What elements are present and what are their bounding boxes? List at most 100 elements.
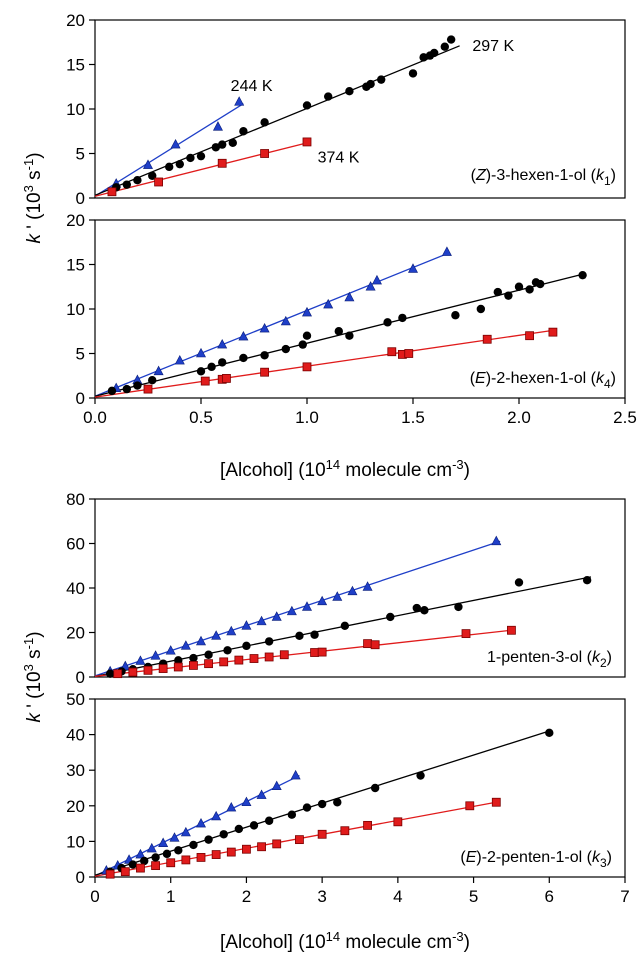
fit-line-244K: [94, 252, 450, 397]
x-tick-label: 2: [242, 887, 251, 906]
temperature-label: 244 K: [231, 78, 273, 95]
x-tick-label: 1.0: [295, 408, 319, 427]
data-point-297K: [408, 69, 418, 78]
y-tick-label: 80: [66, 490, 85, 509]
x-tick-label: 5: [469, 887, 478, 906]
data-point-297K: [133, 176, 142, 185]
panel-E-2-hexen-1-ol: 0 5 10 15 20 0.0 0.5 1.0 1.5 2.0 2.5 (E)-2-hexen-1-…: [66, 211, 637, 427]
y-tick-label: 0: [76, 668, 85, 687]
data-point-297K: [218, 140, 227, 149]
data-point-374K: [226, 847, 236, 857]
data-point-244K: [271, 611, 282, 621]
data-point-244K: [441, 246, 452, 256]
data-point-374K: [370, 640, 380, 650]
data-point-297K: [174, 656, 183, 665]
data-point-297K: [504, 291, 513, 300]
x-tick-label: 0.0: [83, 408, 107, 427]
data-point-244K: [408, 263, 418, 273]
data-point-297K: [366, 79, 375, 89]
data-point-374K: [113, 669, 123, 679]
fit-line-244K: [94, 103, 244, 197]
data-point-374K: [158, 664, 168, 673]
data-point-297K: [345, 331, 354, 340]
data-point-374K: [317, 829, 327, 839]
data-point-297K: [234, 824, 244, 834]
data-point-244K: [241, 796, 252, 807]
y-tick-label: 15: [66, 56, 85, 75]
data-point-297K: [264, 637, 274, 646]
x-tick-label: 1.5: [401, 408, 425, 427]
data-point-374K: [143, 384, 153, 394]
data-point-244K: [196, 635, 206, 646]
y-tick-label: 40: [66, 726, 85, 745]
panel-E-2-penten-1-ol: 0 10 20 30 40 50 0 1 2 3 4 5 6 7 (E)-2-penten-1-ol (k3…: [66, 690, 630, 906]
fit-line-297K: [94, 45, 460, 196]
y-tick-label: 5: [76, 345, 85, 364]
compound-label: (Z)-3-hexen-1-ol (k1): [471, 167, 616, 188]
data-point-297K: [204, 650, 213, 659]
y-tick-label: 60: [66, 535, 85, 554]
data-point-244K: [146, 842, 157, 853]
temperature-label: 297 K: [472, 38, 514, 55]
data-point-374K: [196, 853, 206, 862]
data-point-374K: [272, 839, 282, 849]
data-point-297K: [249, 821, 259, 830]
x-tick-label: 4: [393, 887, 402, 906]
data-point-244K: [196, 817, 206, 828]
data-point-297K: [454, 602, 463, 612]
data-point-297K: [105, 669, 115, 678]
data-point-244K: [323, 298, 334, 309]
data-point-374K: [482, 334, 492, 344]
plot-frame: [94, 698, 626, 878]
data-point-297K: [514, 578, 524, 587]
y-axis-title-bottom: k ' (103 s-1): [21, 631, 45, 722]
data-point-297K: [298, 340, 307, 349]
data-point-374K: [204, 659, 213, 669]
data-point-297K: [211, 143, 221, 152]
data-point-244K: [347, 585, 358, 596]
data-point-374K: [242, 844, 251, 854]
compound-label: (E)-2-hexen-1-ol (k4): [470, 370, 616, 391]
data-point-244K: [153, 365, 164, 376]
data-point-297K: [122, 384, 131, 394]
y-axis-title-top: k ' (103 s-1): [21, 152, 45, 243]
compound-label: 1-penten-3-ol (k2): [487, 649, 612, 670]
data-point-374K: [200, 376, 210, 386]
data-point-297K: [317, 799, 327, 809]
data-point-297K: [122, 180, 131, 189]
data-point-374K: [363, 820, 372, 830]
y-tick-label: 40: [66, 579, 85, 598]
data-point-374K: [151, 861, 160, 871]
data-point-244K: [174, 354, 185, 365]
data-point-297K: [420, 606, 429, 615]
y-tick-label: 0: [76, 868, 85, 887]
data-point-374K: [219, 657, 229, 667]
data-point-244K: [317, 595, 328, 606]
fit-line-374K: [94, 329, 554, 398]
data-point-374K: [548, 327, 558, 337]
data-point-374K: [189, 661, 198, 670]
data-point-297K: [162, 849, 172, 859]
data-point-374K: [166, 858, 176, 868]
data-point-244K: [256, 789, 267, 799]
data-point-244K: [241, 620, 252, 630]
data-point-374K: [525, 331, 534, 341]
data-point-374K: [211, 850, 221, 859]
data-point-297K: [398, 313, 407, 323]
data-point-297K: [514, 282, 524, 291]
data-point-244K: [491, 535, 502, 546]
data-point-297K: [324, 92, 333, 101]
y-tick-label: 20: [66, 624, 85, 643]
data-point-297K: [196, 151, 206, 161]
data-point-244K: [170, 138, 181, 149]
data-point-244K: [302, 601, 312, 611]
data-point-244K: [196, 347, 206, 358]
y-tick-label: 0: [76, 189, 85, 208]
y-tick-label: 0: [76, 389, 85, 408]
x-tick-label: 2.5: [613, 408, 637, 427]
data-point-244K: [234, 96, 245, 106]
data-point-297K: [151, 853, 160, 862]
data-point-244K: [211, 810, 222, 821]
data-point-244K: [256, 615, 267, 626]
